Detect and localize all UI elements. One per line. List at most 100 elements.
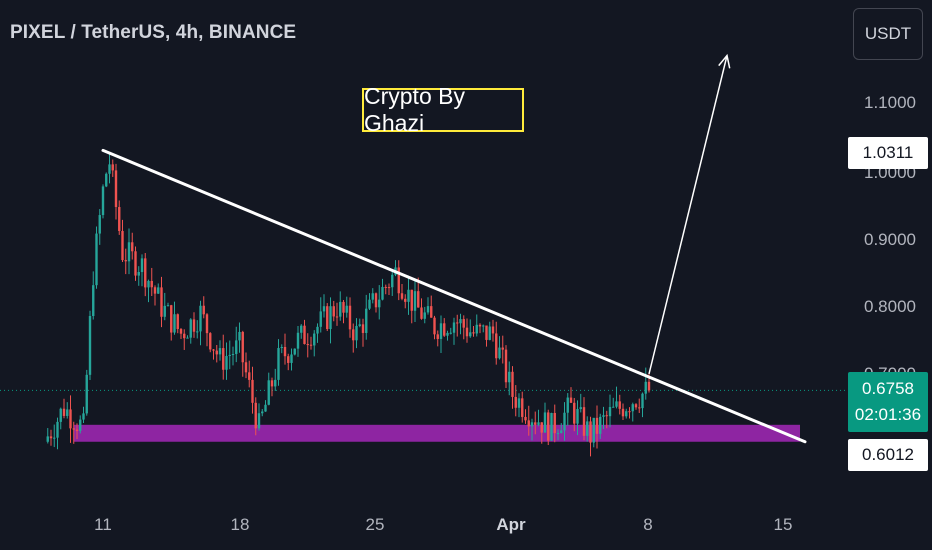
candle-body	[384, 286, 387, 288]
candle-body	[53, 437, 56, 439]
candle-body	[88, 315, 92, 375]
candle-body	[391, 274, 394, 288]
candle-body	[430, 306, 433, 318]
candle-body	[79, 419, 82, 431]
candle-body	[446, 332, 449, 336]
candle-body	[66, 409, 69, 416]
candle-body	[316, 326, 319, 334]
candle-body	[160, 287, 163, 317]
candle-body	[75, 429, 79, 431]
candle-body	[602, 415, 605, 417]
candle-body	[514, 396, 517, 408]
candle-body	[127, 242, 131, 262]
candle-body	[491, 326, 495, 334]
candle-body	[599, 416, 602, 434]
candle-body	[114, 170, 118, 208]
candle-body	[244, 362, 248, 373]
x-tick-label: 8	[643, 515, 653, 534]
candle-body	[358, 324, 361, 326]
candle-body	[183, 333, 186, 339]
candle-body	[56, 421, 59, 438]
candle-body	[147, 280, 150, 288]
candle-body	[485, 325, 488, 340]
candle-body	[124, 260, 127, 262]
candle-body	[560, 430, 563, 434]
candle-body	[644, 381, 647, 394]
y-tick-label: 1.1000	[864, 93, 916, 112]
candle-body	[378, 299, 381, 308]
candle-body	[280, 346, 283, 349]
x-tick-label: 18	[230, 515, 250, 534]
candle-body	[420, 307, 423, 319]
candle-body	[222, 348, 225, 370]
candle-body	[170, 305, 173, 333]
candle-body	[231, 353, 235, 355]
candle-body	[192, 319, 196, 332]
candle-body	[498, 347, 501, 359]
candle-body	[404, 298, 407, 302]
candle-body	[306, 344, 309, 346]
candle-body	[638, 407, 641, 409]
candle-body	[303, 325, 306, 345]
candle-body	[300, 325, 303, 333]
candle-body	[166, 305, 170, 307]
candle-body	[251, 379, 254, 403]
candle-body	[241, 331, 244, 363]
candle-body	[534, 422, 537, 425]
x-tick-label: 25	[365, 515, 385, 534]
candle-body	[368, 299, 371, 309]
candle-body	[641, 393, 644, 409]
candle-body	[556, 433, 560, 435]
candle-body	[511, 371, 514, 397]
candle-body	[329, 306, 332, 330]
candle-body	[456, 322, 459, 324]
candle-body	[459, 319, 462, 324]
candle-body	[582, 407, 586, 436]
candle-body	[287, 356, 290, 363]
x-tick-label: 15	[773, 515, 793, 534]
candle-body	[527, 420, 530, 427]
candle-body	[326, 306, 329, 330]
candle-body	[332, 306, 335, 317]
descending-trendline	[101, 148, 807, 444]
candle-body	[397, 267, 400, 294]
candle-body	[274, 379, 277, 387]
candle-body	[352, 329, 355, 341]
candle-body	[202, 305, 205, 315]
candle-body	[131, 242, 134, 252]
candle-body	[215, 350, 218, 355]
watermark-label: Crypto By Ghazi	[362, 83, 524, 136]
candle-body	[72, 428, 75, 430]
candle-body	[85, 374, 88, 414]
candle-body	[199, 305, 202, 332]
candle-body	[608, 407, 612, 417]
candle-body	[218, 348, 222, 355]
y-tick-label: 0.8000	[864, 297, 916, 316]
candle-body	[647, 381, 651, 391]
candle-body	[540, 422, 543, 433]
candle-body	[436, 334, 439, 339]
candle-body	[433, 317, 436, 335]
candle-body	[374, 293, 378, 308]
resistance-price-label: 1.0311	[848, 137, 928, 169]
candle-body	[322, 306, 326, 312]
candle-body	[488, 326, 491, 340]
candle-body	[381, 286, 384, 300]
candle-body	[595, 417, 599, 434]
candle-body	[628, 411, 631, 413]
candle-body	[173, 314, 176, 333]
candle-body	[521, 398, 524, 417]
candle-body	[59, 408, 62, 422]
candle-body	[475, 324, 478, 334]
candle-body	[569, 397, 573, 403]
y-tick-label: 0.9000	[864, 230, 916, 249]
candle-body	[482, 325, 485, 327]
candle-body	[82, 413, 85, 420]
candle-body	[543, 412, 547, 433]
candle-body	[137, 272, 140, 276]
candle-body	[537, 422, 540, 425]
currency-button[interactable]: USDT	[853, 8, 923, 60]
candle-body	[105, 173, 108, 187]
candle-body	[235, 340, 238, 354]
